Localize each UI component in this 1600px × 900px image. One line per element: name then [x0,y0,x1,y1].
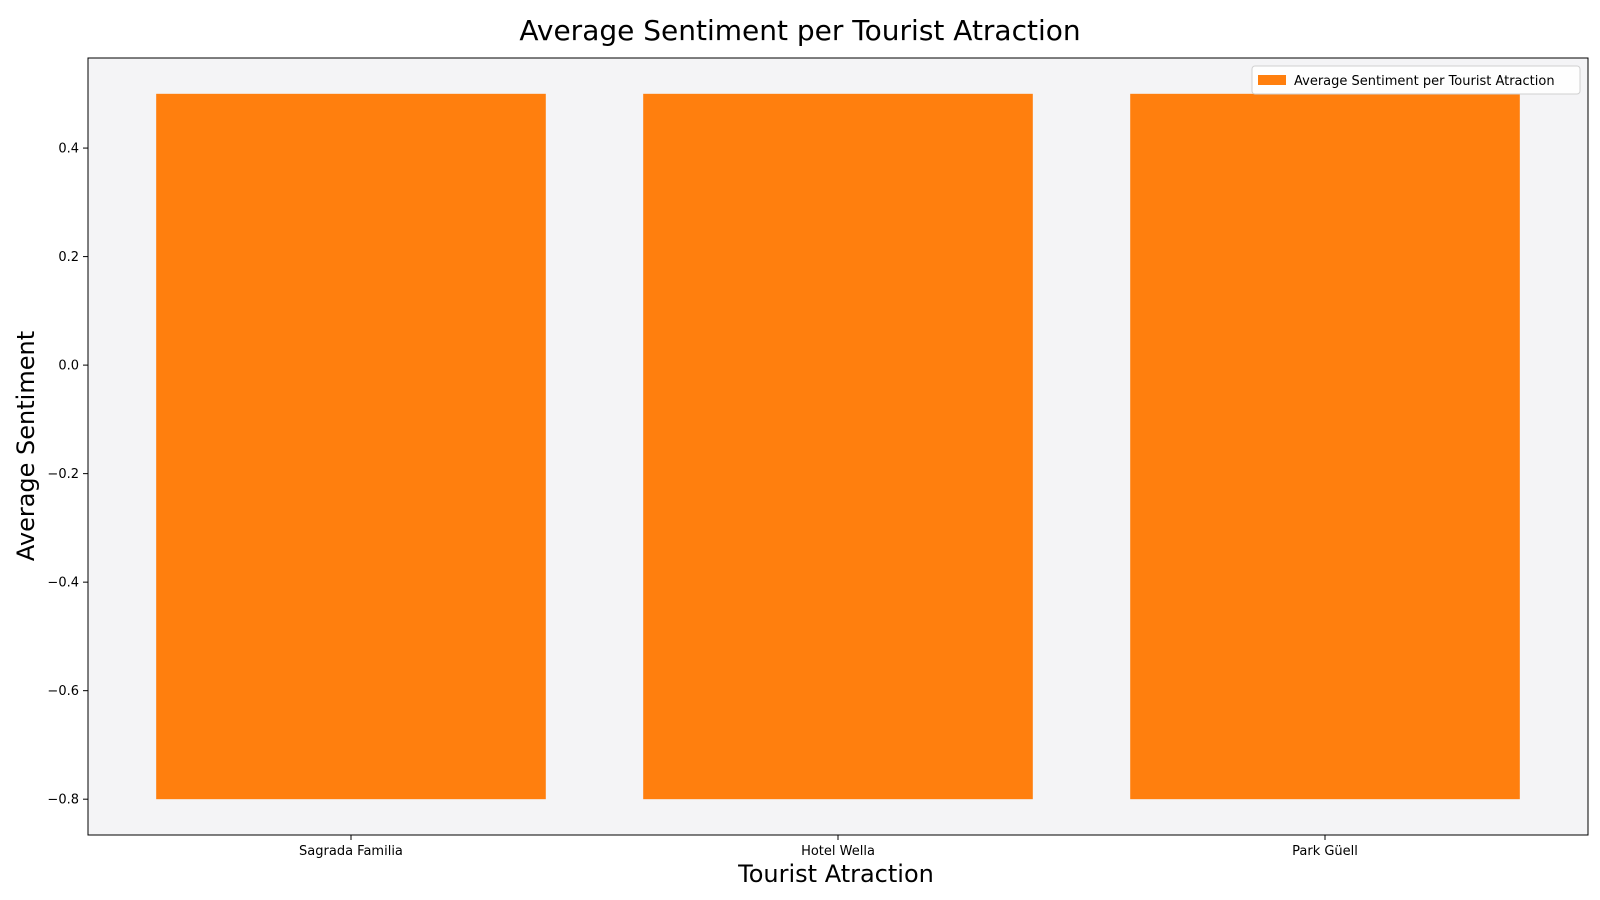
y-tick-label: −0.4 [47,576,79,591]
legend-label: Average Sentiment per Tourist Atraction [1294,74,1555,89]
x-axis-label: Tourist Atraction [737,860,934,888]
y-tick-label: −0.8 [47,793,79,808]
y-tick-label: 0.2 [58,250,79,265]
y-tick-label: 0.0 [58,359,79,374]
y-axis-label: Average Sentiment [12,331,40,561]
x-axis: Sagrada Familia Hotel Wella Park Güell [299,835,1358,859]
bar-sagrada-familia [156,93,546,800]
x-tick-label: Sagrada Familia [299,844,403,859]
plot-frame [87,57,1589,836]
y-tick-label: −0.6 [47,684,79,699]
bars-layer [156,93,1520,800]
legend-swatch [1258,75,1286,85]
chart-title: Average Sentiment per Tourist Atraction [519,14,1080,47]
bar-hotel-wella [643,93,1033,800]
legend: Average Sentiment per Tourist Atraction [1251,65,1581,95]
x-tick-label: Park Güell [1292,844,1358,859]
bar-park-g-ell [1130,93,1520,800]
y-tick-label: −0.2 [47,467,79,482]
legend-box [1251,65,1581,95]
y-tick-label: 0.4 [58,142,79,157]
y-axis: −0.8 −0.6 −0.4 −0.2 0.0 0.2 0.4 [47,142,88,808]
x-tick-label: Hotel Wella [801,844,875,859]
